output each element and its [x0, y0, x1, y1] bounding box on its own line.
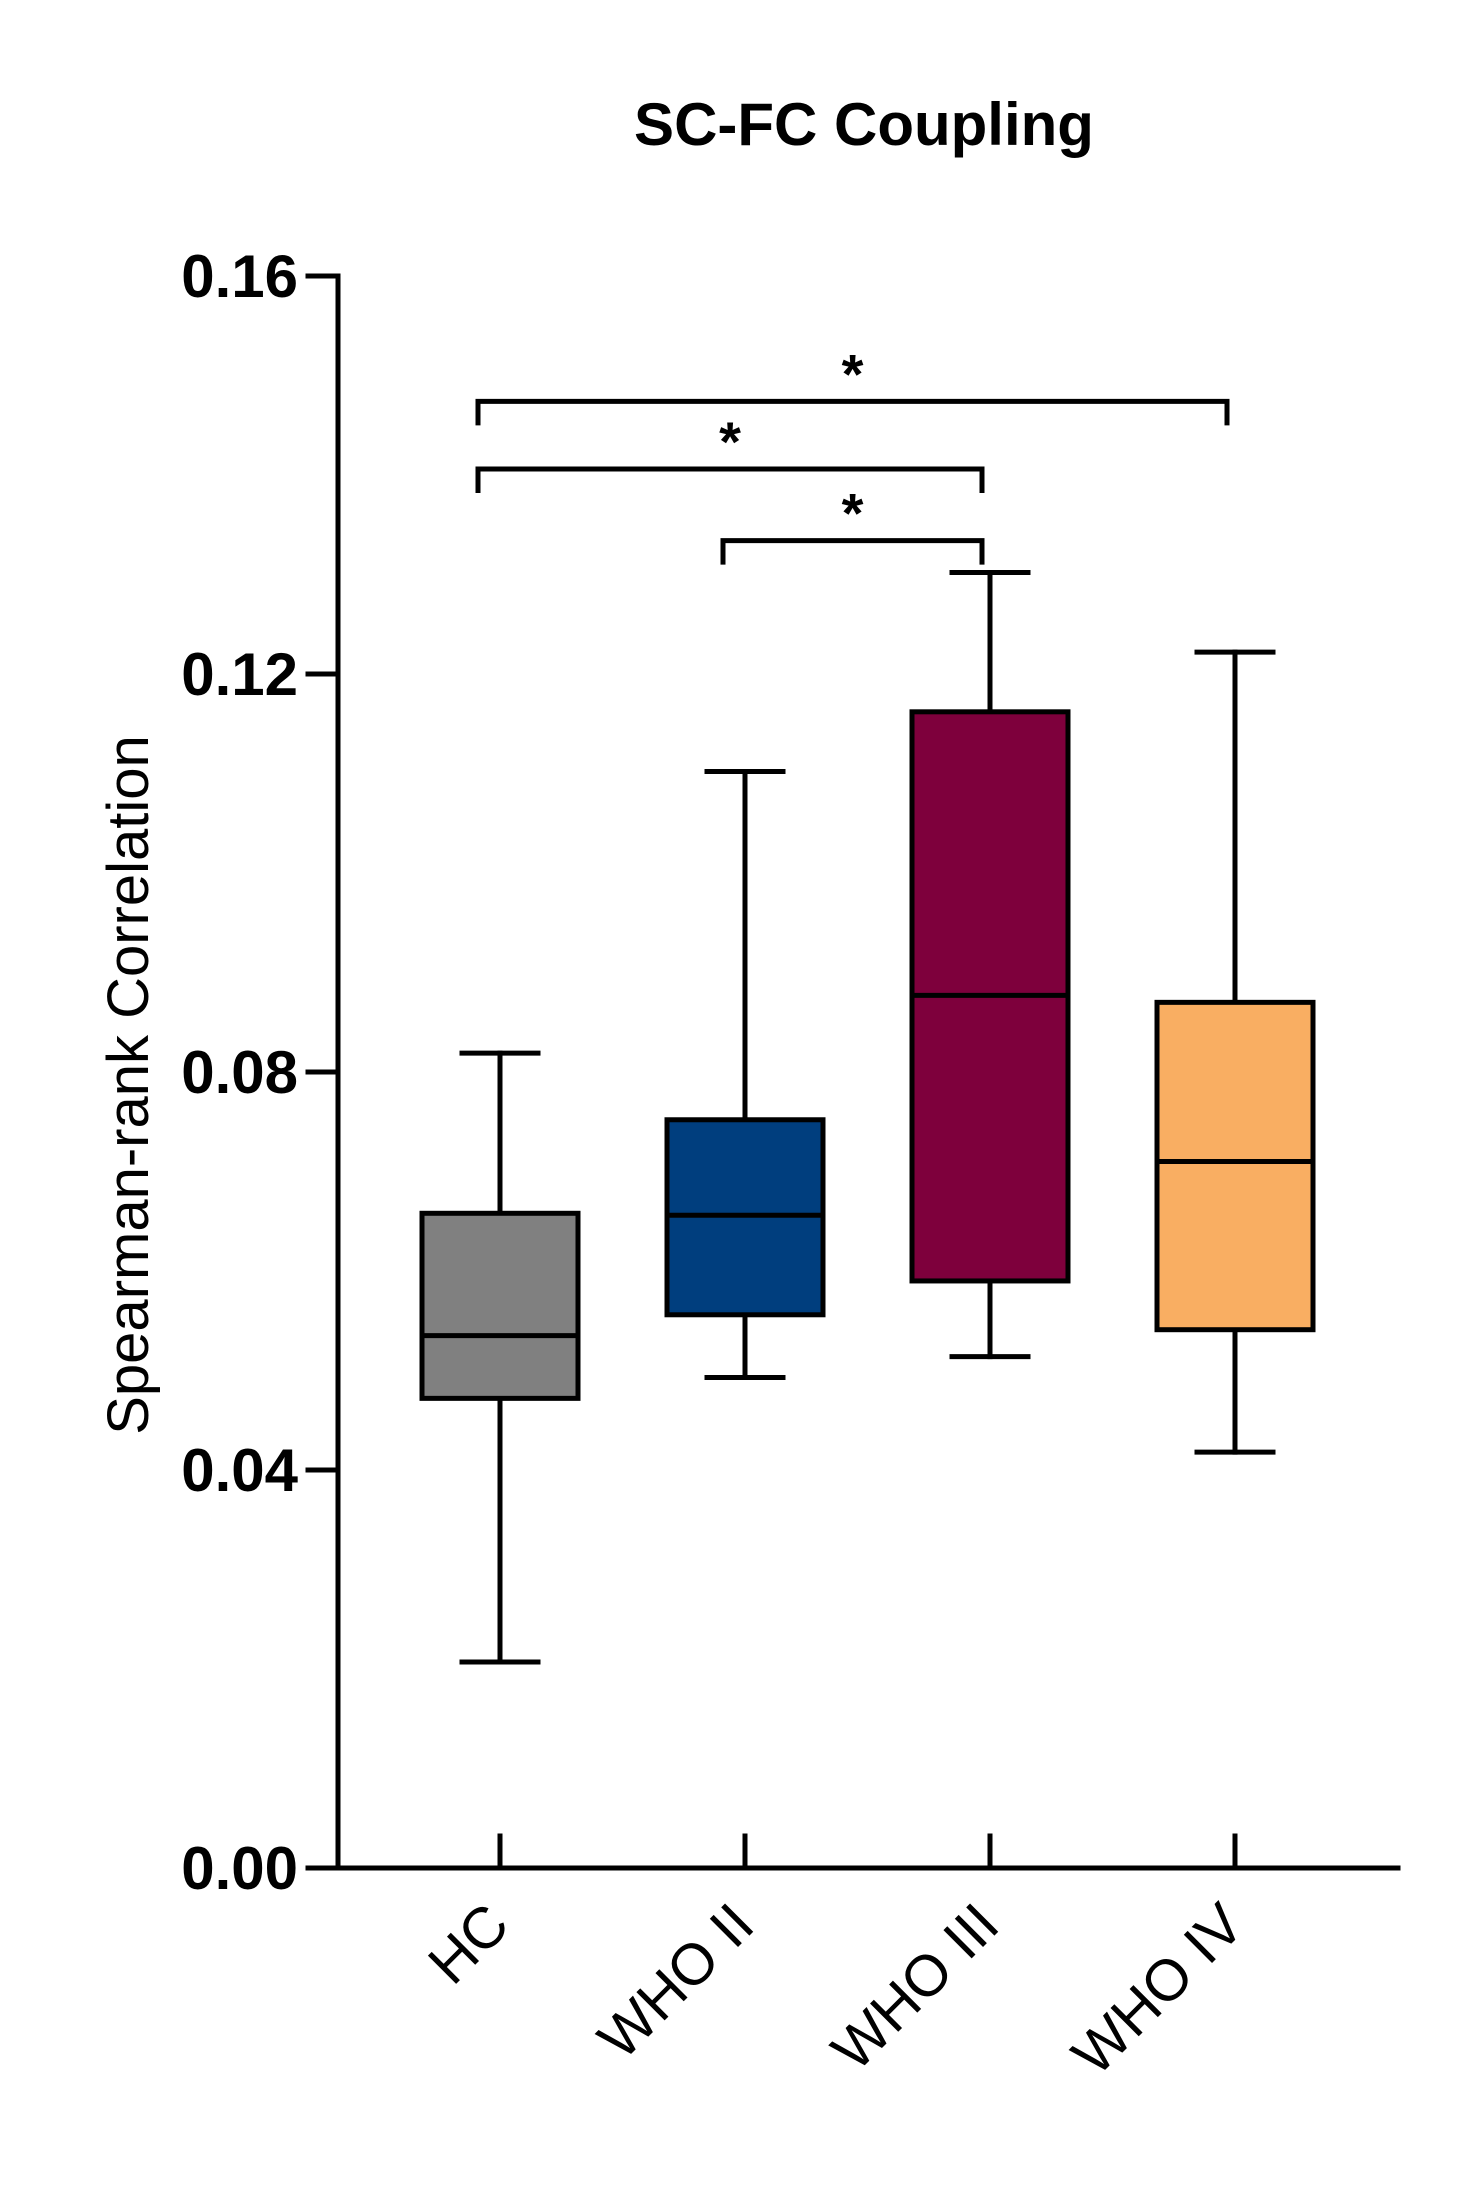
significance-bracket [475, 398, 1230, 426]
x-category-label: WHO IV [1060, 1891, 1257, 2088]
significance-marker: * [842, 482, 864, 545]
plot-area: 0.00 0.04 0.08 0.12 0.16 HC WHO II WHO III WHO I… [181, 243, 1401, 2088]
significance-marker: * [719, 410, 741, 473]
significance-bracket [720, 538, 985, 565]
box-hc [419, 1210, 581, 1401]
y-tick-label: 0.04 [181, 1437, 298, 1504]
y-tick-label: 0.00 [181, 1835, 298, 1902]
box-who-iv [1154, 999, 1316, 1333]
significance-marker: * [842, 342, 864, 405]
x-category-label: HC [416, 1891, 521, 1996]
y-tick-label: 0.16 [181, 243, 298, 310]
x-category-label: WHO II [586, 1891, 766, 2071]
y-tick-label: 0.08 [181, 1039, 298, 1106]
significance-bracket [475, 466, 985, 494]
y-axis-title: Spearman-rank Correlation [96, 735, 161, 1435]
y-tick-label: 0.12 [181, 641, 298, 708]
x-category-label: WHO III [819, 1891, 1011, 2083]
chart-title: SC-FC Coupling [634, 91, 1094, 158]
